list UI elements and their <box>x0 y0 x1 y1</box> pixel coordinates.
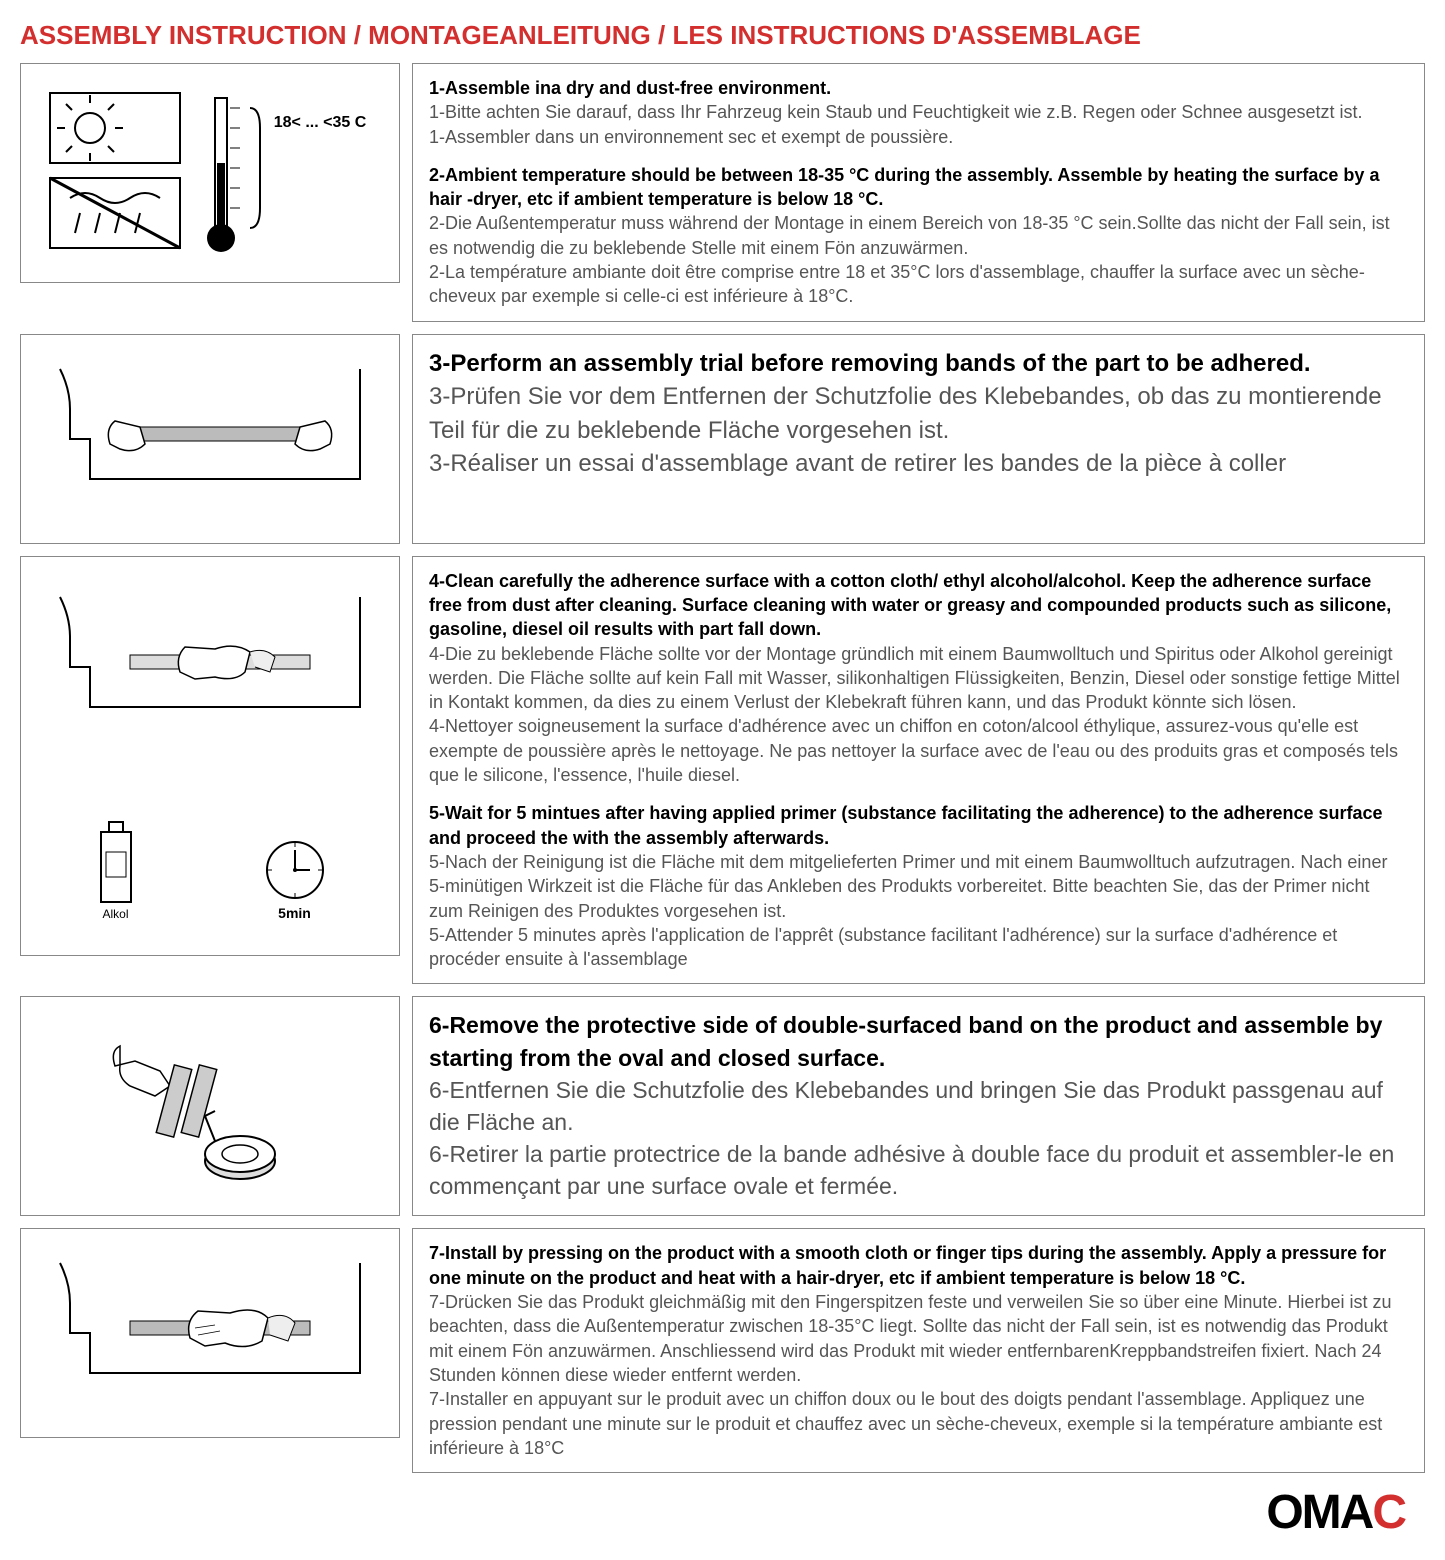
step-3-en: 3-Perform an assembly trial before remov… <box>429 347 1408 381</box>
step-7-fr: 7-Installer en appuyant sur le produit a… <box>429 1387 1408 1460</box>
step-4-en: 4-Clean carefully the adherence surface … <box>429 569 1408 642</box>
step-5-fr: 5-Attender 5 minutes après l'application… <box>429 923 1408 972</box>
step-1-de: 1-Bitte achten Sie darauf, dass Ihr Fahr… <box>429 100 1408 124</box>
step-6-fr: 6-Retirer la partie protectrice de la ba… <box>429 1138 1408 1202</box>
logo-c: C <box>1372 1486 1405 1539</box>
step-2-fr: 2-La température ambiante doit être comp… <box>429 260 1408 309</box>
step-6-en: 6-Remove the protective side of double-s… <box>429 1009 1408 1073</box>
step-row-7: 7-Install by pressing on the product wit… <box>20 1228 1425 1473</box>
step-6-de: 6-Entfernen Sie die Schutzfolie des Kleb… <box>429 1074 1408 1138</box>
temperature-icon: 18< ... <35 C <box>20 63 400 283</box>
press-cloth-icon <box>20 1228 400 1438</box>
step-1-2-text: 1-Assemble ina dry and dust-free environ… <box>412 63 1425 322</box>
clean-surface-icon: Alkol 5min <box>20 556 400 956</box>
step-row-3: 3-Perform an assembly trial before remov… <box>20 334 1425 544</box>
remove-tape-icon <box>20 996 400 1216</box>
step-7-en: 7-Install by pressing on the product wit… <box>429 1241 1408 1290</box>
step-4-de: 4-Die zu beklebende Fläche sollte vor de… <box>429 642 1408 715</box>
logo-a: A <box>1340 1486 1373 1539</box>
step-2-en: 2-Ambient temperature should be between … <box>429 163 1408 212</box>
5min-label: 5min <box>260 905 330 921</box>
step-1-fr: 1-Assembler dans un environnement sec et… <box>429 125 1408 149</box>
step-4-fr: 4-Nettoyer soigneusement la surface d'ad… <box>429 714 1408 787</box>
step-row-4: Alkol 5min 4-Clean carefully the adheren… <box>20 556 1425 985</box>
step-row-1: 18< ... <35 C 1-Assemble ina dry and dus… <box>20 63 1425 322</box>
step-7-text: 7-Install by pressing on the product wit… <box>412 1228 1425 1473</box>
page-title: ASSEMBLY INSTRUCTION / MONTAGEANLEITUNG … <box>20 20 1425 51</box>
step-4-5-text: 4-Clean carefully the adherence surface … <box>412 556 1425 985</box>
logo-om: OM <box>1266 1486 1339 1539</box>
temp-range-label: 18< ... <35 C <box>274 114 367 132</box>
trial-fit-icon <box>20 334 400 544</box>
omac-logo: OMAC <box>20 1485 1425 1540</box>
step-1-en: 1-Assemble ina dry and dust-free environ… <box>429 76 1408 100</box>
alkol-label: Alkol <box>91 907 141 921</box>
step-3-de: 3-Prüfen Sie vor dem Entfernen der Schut… <box>429 380 1408 447</box>
step-5-de: 5-Nach der Reinigung ist die Fläche mit … <box>429 850 1408 923</box>
step-row-6: 6-Remove the protective side of double-s… <box>20 996 1425 1216</box>
step-3-text: 3-Perform an assembly trial before remov… <box>412 334 1425 544</box>
step-2-de: 2-Die Außentemperatur muss während der M… <box>429 211 1408 260</box>
step-5-en: 5-Wait for 5 mintues after having applie… <box>429 801 1408 850</box>
step-6-text: 6-Remove the protective side of double-s… <box>412 996 1425 1216</box>
step-3-fr: 3-Réaliser un essai d'assemblage avant d… <box>429 447 1408 481</box>
step-7-de: 7-Drücken Sie das Produkt gleichmäßig mi… <box>429 1290 1408 1387</box>
